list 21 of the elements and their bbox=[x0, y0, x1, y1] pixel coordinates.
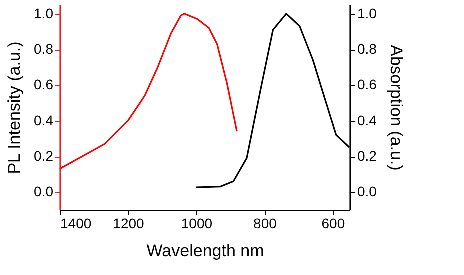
y2-tick-label: 0.6 bbox=[358, 76, 378, 93]
x-tick-label: 1400 bbox=[60, 216, 92, 232]
x-tick-label: 600 bbox=[322, 216, 346, 232]
y2-tick-label: 0.0 bbox=[358, 184, 378, 200]
line-series bbox=[59, 13, 238, 170]
y2-axis-title: Absorption (a.u.) bbox=[386, 45, 406, 171]
x-axis-title: Wavelength nm bbox=[146, 242, 264, 260]
y-tick-label: 0.0 bbox=[34, 184, 54, 200]
y2-tick-label: 0.8 bbox=[358, 41, 378, 58]
x-tick-label: 1200 bbox=[113, 216, 145, 232]
y-tick-label: 0.8 bbox=[34, 41, 54, 58]
y2-tick-label: 1.0 bbox=[358, 5, 378, 22]
y-tick-label: 0.6 bbox=[34, 76, 54, 93]
y-tick-label: 1.0 bbox=[34, 5, 54, 22]
y2-tick-label: 0.4 bbox=[358, 112, 378, 128]
y-tick-label: 0.2 bbox=[34, 148, 54, 164]
x-tick-label: 1000 bbox=[181, 216, 213, 232]
y2-tick-label: 0.2 bbox=[358, 148, 378, 164]
x-tick-label: 800 bbox=[254, 216, 278, 232]
y-axis-title: PL Intensity (a.u.) bbox=[5, 42, 24, 174]
y-tick-label: 0.4 bbox=[34, 112, 54, 128]
